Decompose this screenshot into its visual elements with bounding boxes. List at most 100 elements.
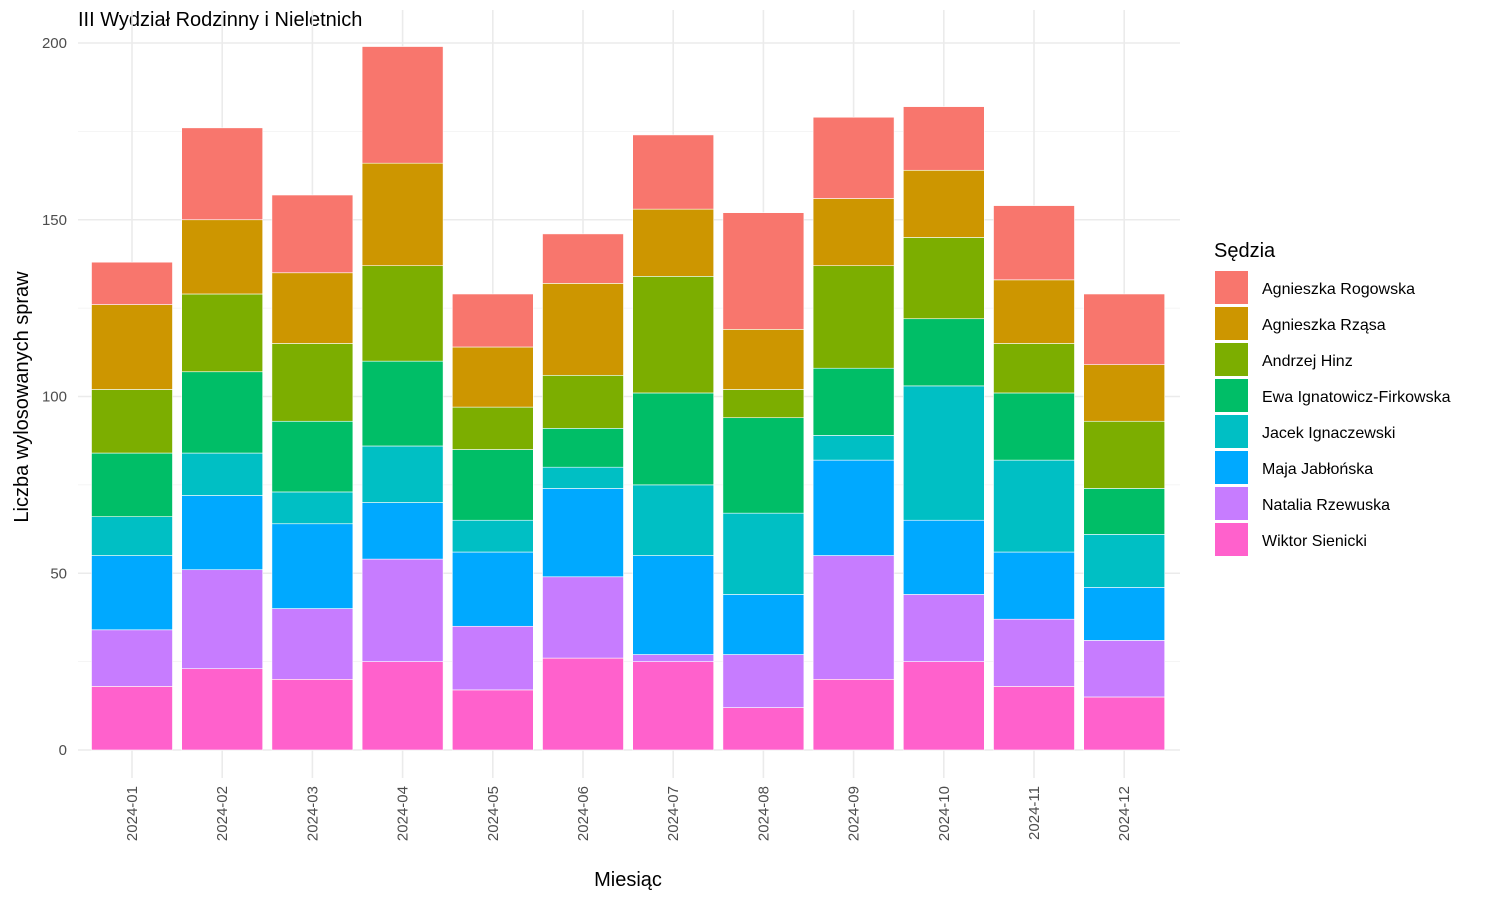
legend-swatch — [1215, 523, 1248, 556]
bar-segment — [1083, 293, 1165, 365]
y-tick-label: 150 — [42, 212, 67, 229]
bar-segment — [1083, 640, 1165, 698]
x-axis-ticks: 2024-01 2024-02 2024-03 2024-04 2024-05 2024-… — [124, 786, 1133, 841]
bar-segment — [361, 661, 444, 751]
bar-segment — [812, 116, 895, 199]
x-tick-label: 2024-03 — [304, 786, 321, 841]
bar-segment — [91, 452, 173, 517]
bar-segment — [451, 689, 534, 751]
bar-segment — [722, 417, 805, 514]
legend-swatch — [1215, 451, 1248, 484]
bar-segment — [91, 304, 173, 390]
bar-segment — [181, 495, 263, 571]
bar-segment — [542, 576, 624, 659]
x-tick-label: 2024-09 — [846, 786, 863, 841]
x-tick-label: 2024-02 — [214, 786, 231, 841]
bar-segment — [91, 555, 173, 631]
bars — [91, 46, 1165, 751]
bar-segment — [451, 293, 534, 348]
bar-segment — [451, 406, 534, 450]
bar-segment — [902, 519, 985, 595]
bar-segment — [542, 466, 624, 489]
bar-segment — [181, 452, 263, 496]
bar-segment — [451, 449, 534, 521]
legend-swatch — [1215, 343, 1248, 376]
bar-segment — [271, 194, 354, 274]
bar-segment — [993, 343, 1075, 394]
bar-segment — [542, 374, 624, 429]
bar-segment — [91, 516, 173, 556]
chart-title: III Wydział Rodzinny i Nieletnich — [78, 9, 362, 31]
bar-segment — [181, 371, 263, 454]
x-axis-title: Miesiąc — [594, 869, 662, 891]
bar-segment — [722, 389, 805, 419]
x-tick-label: 2024-04 — [395, 786, 412, 841]
bar-segment — [993, 618, 1075, 687]
bar-segment — [451, 625, 534, 691]
bar-segment — [812, 678, 895, 751]
legend-label: Agnieszka Rogowska — [1262, 281, 1415, 298]
bar-segment — [271, 272, 354, 344]
legend-swatch — [1215, 271, 1248, 304]
bar-segment — [271, 523, 354, 609]
bar-segment — [632, 654, 715, 662]
bar-segment — [361, 502, 444, 560]
bar-segment — [993, 459, 1075, 553]
bar-segment — [632, 134, 715, 210]
bar-segment — [181, 569, 263, 669]
bar-segment — [361, 265, 444, 362]
bar-segment — [91, 261, 173, 305]
x-tick-label: 2024-12 — [1116, 786, 1133, 841]
bar-segment — [993, 392, 1075, 461]
legend-label: Wiktor Sienicki — [1262, 533, 1367, 550]
bar-segment — [632, 208, 715, 277]
bar-segment — [181, 219, 263, 295]
x-tick-label: 2024-10 — [936, 786, 953, 841]
bar-segment — [181, 127, 263, 221]
bar-segment — [722, 707, 805, 751]
bar-segment — [812, 459, 895, 556]
legend-swatch — [1215, 487, 1248, 520]
bar-segment — [451, 551, 534, 627]
bar-segment — [361, 46, 444, 164]
bar-segment — [722, 512, 805, 595]
legend-title: Sędzia — [1214, 240, 1276, 262]
bar-segment — [451, 519, 534, 553]
bar-segment — [1083, 696, 1165, 751]
bar-segment — [181, 668, 263, 751]
bar-segment — [722, 212, 805, 330]
bar-segment — [271, 608, 354, 680]
bar-segment — [361, 162, 444, 267]
bar-segment — [271, 678, 354, 751]
bar-segment — [902, 237, 985, 320]
legend-swatch — [1215, 415, 1248, 448]
bar-segment — [902, 106, 985, 171]
bar-segment — [722, 594, 805, 655]
bar-segment — [91, 686, 173, 751]
bar-segment — [902, 594, 985, 662]
bar-segment — [271, 420, 354, 493]
bar-segment — [902, 318, 985, 387]
legend-label: Agnieszka Rząsa — [1262, 317, 1386, 334]
x-tick-label: 2024-01 — [124, 786, 141, 841]
bar-segment — [722, 329, 805, 390]
bar-segment — [812, 198, 895, 267]
x-tick-label: 2024-07 — [665, 786, 682, 841]
bar-segment — [181, 293, 263, 373]
legend-swatch — [1215, 379, 1248, 412]
bar-segment — [993, 205, 1075, 281]
bar-segment — [361, 558, 444, 662]
bar-segment — [632, 392, 715, 486]
x-tick-label: 2024-08 — [755, 786, 772, 841]
bar-segment — [902, 661, 985, 751]
legend: Sędzia Agnieszka Rogowska Agnieszka Rząsa… — [1214, 240, 1451, 556]
y-tick-label: 50 — [50, 565, 67, 582]
y-tick-label: 0 — [59, 742, 67, 759]
legend-items: Agnieszka Rogowska Agnieszka Rząsa Andrzej… — [1215, 271, 1451, 556]
bar-segment — [361, 445, 444, 503]
legend-label: Andrzej Hinz — [1262, 353, 1353, 370]
bar-segment — [1083, 587, 1165, 641]
bar-segment — [542, 428, 624, 468]
legend-label: Maja Jabłońska — [1262, 461, 1373, 478]
